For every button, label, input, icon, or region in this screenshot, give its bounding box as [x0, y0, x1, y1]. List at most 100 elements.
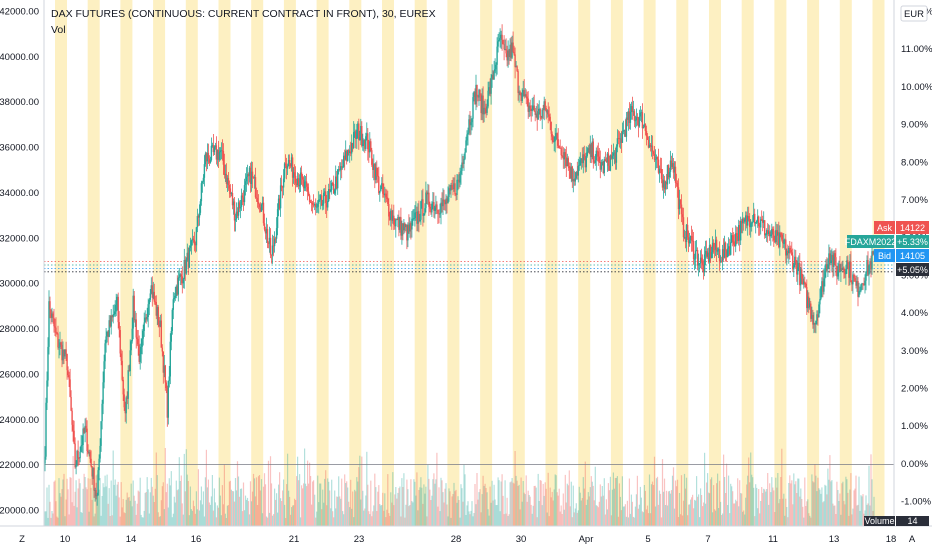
candle-body	[249, 167, 252, 184]
price-axis-ticks[interactable]: 42000.0040000.0038000.0036000.0034000.00…	[0, 7, 39, 517]
volume-bar	[749, 482, 751, 526]
candle-body	[279, 185, 282, 209]
candle-body	[146, 317, 148, 320]
candle-body	[118, 322, 120, 330]
candle-body	[259, 207, 262, 212]
volume-bar	[138, 491, 140, 526]
candle-body	[518, 91, 520, 93]
candle-body	[269, 237, 272, 255]
volume-bar	[602, 495, 604, 526]
candle-body	[600, 165, 602, 170]
volume-bar	[86, 489, 88, 526]
candle-body	[747, 216, 749, 226]
volume-bar	[296, 476, 298, 526]
candle-body	[693, 258, 696, 260]
candle-body	[328, 189, 330, 202]
volume-bar	[454, 491, 456, 526]
volume-bar	[672, 467, 675, 526]
volume-bar	[354, 489, 356, 526]
candle-body	[374, 163, 376, 180]
candle-body	[416, 211, 418, 224]
candle-body	[635, 116, 638, 121]
volume-bar	[851, 514, 853, 526]
candle-body	[79, 451, 81, 459]
candle-body	[813, 322, 815, 325]
volume-bar	[557, 495, 559, 526]
candle-body	[787, 250, 789, 254]
candle-body	[782, 239, 784, 244]
volume-bar	[532, 505, 534, 526]
volume-bar	[342, 511, 344, 526]
auto-scale-button[interactable]: A	[909, 534, 916, 545]
session-band	[480, 0, 493, 526]
candle-body	[544, 101, 546, 108]
volume-bar	[636, 475, 638, 526]
candle-body	[743, 218, 745, 222]
candle-body	[825, 264, 827, 271]
price-tick-label: 34000.00	[0, 188, 39, 199]
volume-bar	[474, 484, 476, 526]
volume-bar	[264, 484, 267, 526]
volume-bar	[248, 514, 251, 526]
candle-body	[441, 202, 443, 207]
volume-bar	[644, 490, 646, 526]
candle-body	[626, 117, 629, 120]
volume-bar	[132, 480, 134, 526]
candle-body	[795, 256, 797, 263]
candle-body	[289, 163, 292, 167]
candle-body	[365, 136, 367, 149]
candle-body	[722, 249, 725, 258]
volume-bar	[592, 485, 594, 526]
candle-body	[580, 158, 582, 161]
volume-indicator-label[interactable]: Vol	[51, 24, 66, 36]
candle-body	[335, 176, 337, 191]
volume-bar	[155, 452, 157, 526]
volume-bar	[334, 490, 336, 526]
candle-body	[199, 201, 202, 213]
candle-body	[103, 361, 105, 383]
time-axis-ticks[interactable]: 10 14 16 21 23 28 30 Apr 5 7 11 13 18	[60, 534, 897, 545]
candle-body	[358, 123, 360, 141]
volume-bar	[387, 474, 389, 526]
volume-bar	[533, 486, 535, 526]
candle-body	[92, 467, 94, 477]
volume-bar	[311, 504, 313, 526]
candle-body	[750, 223, 752, 228]
candle-body	[736, 233, 738, 236]
candle-body	[425, 192, 427, 209]
plot-area[interactable]	[44, 0, 894, 526]
volume-bar	[258, 475, 261, 526]
volume-bar	[227, 505, 229, 526]
volume-bar	[181, 503, 183, 526]
volume-bar	[849, 489, 851, 526]
volume-bar	[816, 491, 818, 526]
candle-body	[681, 214, 684, 218]
candle-body	[65, 349, 67, 354]
candle-body	[867, 260, 869, 275]
candle-body	[541, 109, 543, 118]
candle-body	[223, 164, 226, 175]
candle-body	[426, 192, 428, 195]
candle-body	[732, 235, 734, 242]
candle-body	[97, 470, 99, 496]
volume-bar	[703, 502, 705, 526]
volume-bar	[836, 481, 838, 526]
candle-body	[855, 280, 857, 286]
candle-body	[200, 183, 203, 202]
candle-body	[527, 98, 529, 112]
currency-button[interactable]: EUR	[900, 5, 928, 22]
candle-body	[351, 143, 353, 154]
candle-body	[321, 195, 323, 206]
candle-body	[221, 150, 224, 152]
candle-body	[354, 131, 356, 133]
volume-bar	[55, 501, 57, 526]
candle-body	[519, 91, 521, 95]
candle-body	[579, 160, 581, 166]
percent-tick-label: 8.00%	[901, 157, 928, 168]
candle-body	[94, 490, 96, 491]
candle-body	[169, 341, 171, 377]
zoom-button[interactable]: Z	[19, 534, 25, 545]
candle-body	[381, 183, 383, 186]
volume-bar	[669, 493, 672, 526]
